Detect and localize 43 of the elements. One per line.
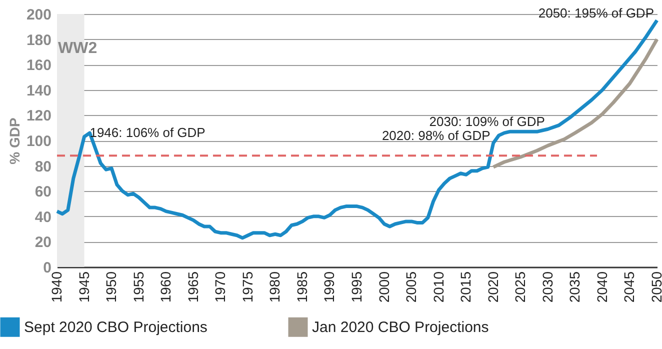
- x-tick-label: 2015: [458, 271, 474, 303]
- y-tick-label: 0: [43, 260, 52, 276]
- y-tick-label: 60: [34, 184, 52, 201]
- y-tick-label: 180: [26, 32, 52, 49]
- annotation: 2020: 98% of GDP: [382, 128, 490, 144]
- y-tick-label: 20: [34, 234, 52, 252]
- y-axis-title: % GDP: [6, 118, 22, 164]
- x-tick-label: 2010: [430, 271, 446, 303]
- x-tick-label: 1945: [76, 271, 92, 303]
- x-tick-label: 2035: [566, 271, 583, 303]
- y-tick-label: 120: [26, 108, 52, 125]
- annotation: 2030: 109% of GDP: [429, 114, 545, 130]
- legend-label: Jan 2020 CBO Projections: [312, 319, 489, 336]
- x-tick-label: 1985: [294, 271, 310, 303]
- x-tick-label: 2005: [403, 271, 420, 303]
- x-tick-label: 2040: [594, 271, 610, 303]
- x-tick-label: 2020: [484, 271, 501, 303]
- x-tick-label: 1960: [158, 271, 174, 303]
- y-tick-label: 40: [34, 208, 52, 226]
- x-tick-label: 2050: [648, 271, 662, 303]
- x-tick-label: 1995: [348, 271, 364, 303]
- y-tick-label: 200: [26, 6, 52, 24]
- x-tick-label: 2000: [376, 271, 392, 303]
- y-tick-label: 140: [26, 82, 52, 100]
- x-tick-label: 1975: [239, 271, 256, 303]
- x-tick-label: 1940: [48, 271, 64, 303]
- y-tick-label: 80: [34, 158, 52, 176]
- band-label: WW2: [58, 40, 98, 57]
- x-tick-label: 2025: [512, 271, 528, 303]
- x-tick-label: 1980: [266, 271, 283, 303]
- legend-label: Sept 2020 CBO Projections: [24, 319, 208, 336]
- annotation: 2050: 195% of GDP: [538, 5, 654, 20]
- x-tick-label: 1950: [103, 271, 120, 303]
- annotation: 1946: 106% of GDP: [90, 124, 206, 140]
- line-series: [55, 18, 659, 240]
- x-tick-label: 1970: [212, 271, 228, 303]
- y-tick-label: 100: [26, 133, 52, 150]
- x-tick-label: 2030: [539, 271, 556, 303]
- y-tick-label: 160: [26, 57, 52, 74]
- x-tick-label: 1955: [130, 271, 146, 303]
- x-tick-label: 1990: [321, 271, 338, 303]
- x-tick-label: 2045: [621, 271, 638, 303]
- x-tick-label: 1965: [184, 271, 201, 303]
